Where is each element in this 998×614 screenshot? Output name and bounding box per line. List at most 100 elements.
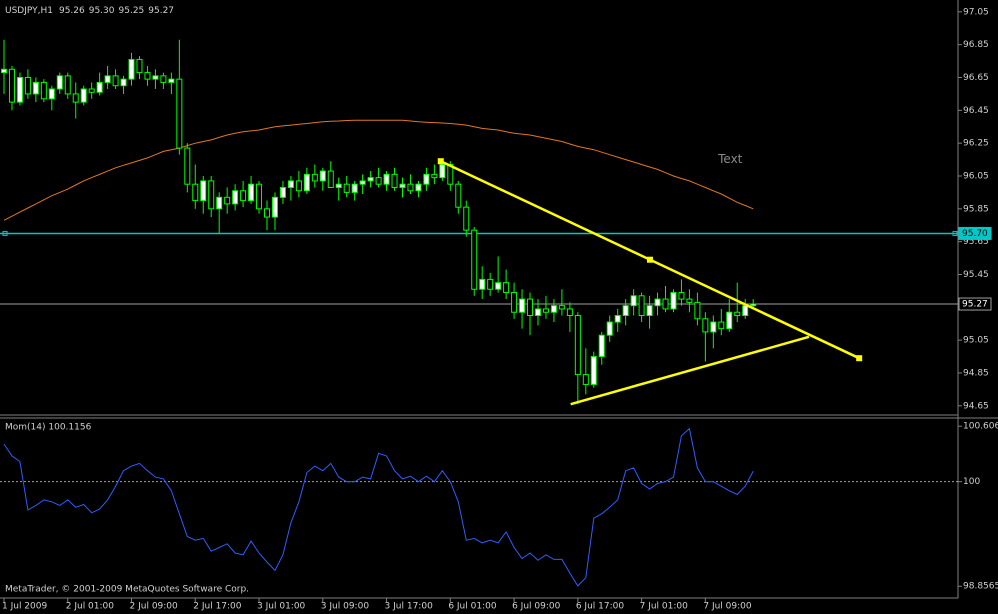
trendline-handle — [437, 158, 444, 165]
candle-body — [750, 303, 757, 307]
candle-body — [542, 308, 549, 313]
candle-body — [88, 88, 95, 93]
candle-body — [1, 68, 7, 74]
candle-body — [718, 321, 725, 330]
candle-body — [160, 75, 167, 83]
candle-body — [582, 374, 589, 385]
candle-body — [431, 173, 438, 179]
price-label-box — [958, 297, 992, 311]
candle-body — [694, 301, 701, 320]
candle-body — [654, 298, 661, 307]
candle-body — [128, 58, 135, 80]
chart-header: USDJPY,H1 95.26 95.30 95.25 95.27 — [5, 6, 174, 16]
candle-body — [120, 78, 127, 87]
candle-body — [439, 164, 446, 179]
candle-body — [391, 173, 398, 188]
y-tick-label: 95.45 — [963, 270, 989, 280]
candle-body — [40, 81, 47, 100]
open-value: 95.26 — [59, 6, 85, 16]
candle-body — [702, 318, 709, 333]
high-value: 95.30 — [89, 6, 115, 16]
candle-body — [8, 68, 15, 103]
candle-body — [295, 180, 302, 192]
indicator-line — [3, 427, 754, 587]
candle-body — [80, 88, 87, 103]
candle-body — [686, 298, 693, 303]
price-label: 95.70 — [962, 229, 988, 239]
candle-body — [32, 81, 39, 95]
candle-body — [463, 206, 470, 231]
candle-body — [742, 305, 749, 317]
candle-body — [319, 170, 326, 182]
candle-body — [184, 147, 191, 185]
candle-body — [566, 308, 573, 317]
x-tick-label: 6 Jul 01:00 — [448, 602, 497, 612]
candle-body — [96, 81, 103, 93]
chart-text-object: Text — [717, 152, 743, 166]
candle-body — [574, 315, 581, 376]
candle-body — [606, 321, 613, 336]
price-label-box — [958, 226, 992, 240]
y-tick-label: 96.45 — [963, 106, 989, 116]
candle-body — [192, 183, 199, 202]
candle-body — [534, 308, 541, 317]
candle-body — [168, 78, 175, 83]
candle-body — [519, 298, 526, 313]
y-tick-label: 97.05 — [963, 7, 989, 17]
candle-body — [407, 183, 414, 192]
x-tick-label: 6 Jul 17:00 — [576, 602, 625, 612]
x-tick-label: 6 Jul 09:00 — [512, 602, 561, 612]
y-tick-label: 96.85 — [963, 40, 989, 50]
candle-body — [248, 183, 255, 202]
candle-body — [598, 334, 605, 358]
candle-body — [471, 229, 478, 290]
y-tick-label: 96.65 — [963, 73, 989, 83]
x-tick-label: 3 Jul 09:00 — [321, 602, 370, 612]
y-tick-label: 94.65 — [963, 401, 989, 411]
candle-body — [367, 177, 374, 182]
price-line-handle — [2, 230, 8, 236]
candle-body — [495, 282, 502, 290]
candle-body — [224, 196, 231, 205]
candle-body — [527, 298, 534, 317]
symbol: USDJPY,H1 — [5, 6, 53, 16]
candle-body — [64, 75, 71, 95]
candle-body — [678, 292, 685, 300]
candle-body — [359, 180, 366, 185]
candle-body — [383, 173, 390, 185]
y-tick-label: 98.8565 — [963, 582, 998, 592]
low-value: 95.25 — [119, 6, 145, 16]
candle-body — [24, 77, 31, 95]
candle-body — [232, 190, 239, 205]
x-tick-label: 1 Jul 2009 — [2, 602, 47, 612]
candle-body — [550, 305, 557, 313]
candle-body — [503, 282, 510, 294]
candle-body — [72, 93, 79, 103]
y-tick-label: 96.25 — [963, 139, 989, 149]
candle-body — [271, 196, 278, 218]
candle-body — [144, 72, 151, 80]
x-tick-label: 3 Jul 17:00 — [385, 602, 434, 612]
x-tick-label: 7 Jul 09:00 — [703, 602, 752, 612]
candle-body — [327, 170, 334, 188]
trendline-handle — [856, 355, 863, 362]
candle-body — [176, 78, 183, 149]
candle-body — [240, 190, 247, 202]
x-tick-label: 3 Jul 01:00 — [257, 602, 306, 612]
candle-body — [256, 183, 263, 210]
candle-body — [343, 183, 350, 193]
candle-body — [590, 356, 597, 385]
indicator-title: Mom(14) 100.1156 — [5, 423, 92, 433]
y-tick-label: 100 — [963, 477, 980, 487]
candle-body — [208, 180, 215, 210]
candle-body — [136, 58, 143, 74]
close-value: 95.27 — [148, 6, 174, 16]
candle-body — [638, 295, 645, 317]
candle-body — [104, 75, 111, 83]
candle-body — [415, 183, 422, 192]
candle-body — [399, 183, 406, 188]
y-tick-label: 95.85 — [963, 204, 989, 214]
candle-body — [630, 295, 637, 307]
